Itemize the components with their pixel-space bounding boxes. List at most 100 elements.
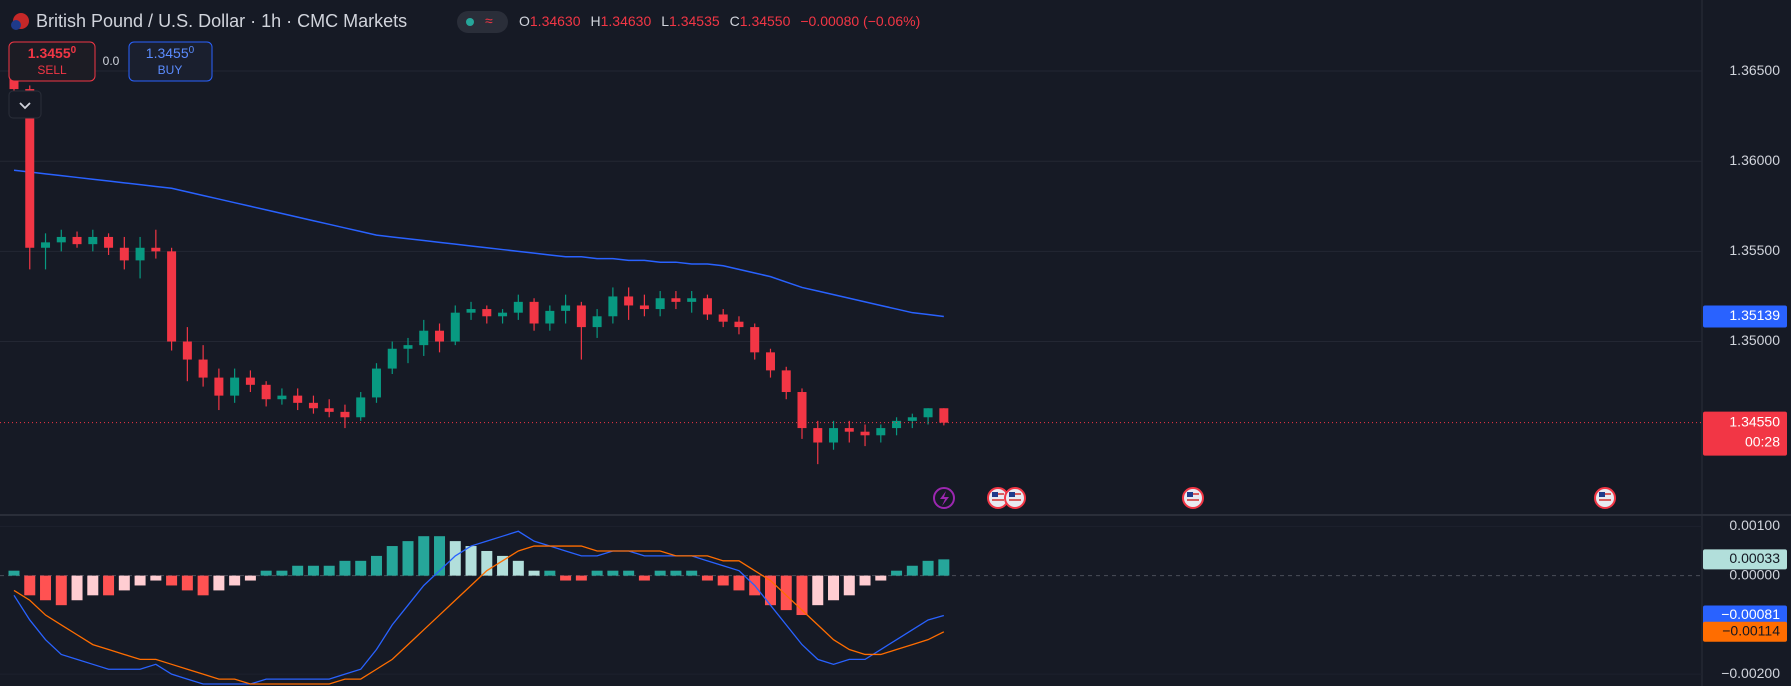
ohlc-value: 1.34550 bbox=[740, 13, 791, 29]
histogram-bar bbox=[55, 575, 67, 606]
histogram-bar bbox=[670, 570, 682, 576]
candle-body bbox=[293, 395, 303, 403]
candle-body bbox=[419, 330, 429, 346]
y-tick-label: −0.00200 bbox=[1721, 665, 1780, 681]
event-icon[interactable] bbox=[1004, 487, 1026, 509]
moving-average bbox=[13, 169, 944, 318]
candle-body bbox=[72, 236, 82, 245]
candle-body bbox=[308, 402, 318, 409]
histogram-bar bbox=[591, 570, 603, 576]
symbol-title[interactable]: British Pound / U.S. Dollar · 1h · CMC M… bbox=[36, 11, 407, 31]
histogram-bar bbox=[292, 565, 304, 576]
histogram-bar bbox=[244, 575, 256, 581]
histogram-bar bbox=[560, 575, 572, 581]
y-tick-label: 1.36000 bbox=[1729, 152, 1780, 168]
candle-body bbox=[245, 377, 255, 385]
ohlc-label: O bbox=[519, 13, 530, 29]
event-icon[interactable] bbox=[1594, 487, 1616, 509]
candle-body bbox=[435, 330, 445, 342]
candle-body bbox=[214, 377, 224, 396]
price-tag-label: −0.00081 bbox=[1721, 606, 1780, 622]
histogram-bar bbox=[229, 575, 241, 586]
candle-body bbox=[892, 420, 902, 429]
ohlc-change: −0.00080 (−0.06%) bbox=[800, 13, 920, 29]
candle-body bbox=[576, 305, 586, 328]
price-tag-label: 1.34550 bbox=[1729, 413, 1780, 429]
histogram-bar bbox=[528, 570, 540, 576]
ohlc-label: H bbox=[591, 13, 601, 29]
status-pill[interactable] bbox=[457, 11, 508, 33]
histogram-bar bbox=[307, 565, 319, 576]
price-tag bbox=[1703, 621, 1787, 642]
candle-body bbox=[702, 298, 712, 315]
plot bbox=[0, 67, 1702, 685]
collapse-button[interactable] bbox=[8, 90, 42, 119]
candle-body bbox=[797, 392, 807, 429]
candle-body bbox=[655, 298, 665, 310]
histogram-bar bbox=[654, 570, 666, 576]
histogram-bar bbox=[355, 560, 367, 576]
histogram-bar bbox=[40, 575, 52, 601]
histogram-bar bbox=[922, 560, 934, 576]
buy-button[interactable] bbox=[128, 41, 213, 82]
candle-body bbox=[135, 247, 145, 261]
candle-body bbox=[56, 236, 66, 243]
histogram-bar bbox=[166, 575, 178, 586]
sell-price: 1.34550 bbox=[28, 45, 77, 61]
candle-body bbox=[9, 74, 19, 90]
sell-button[interactable] bbox=[8, 41, 96, 82]
ohlc-label: C bbox=[730, 13, 740, 29]
flag-canton bbox=[1187, 492, 1193, 497]
ohlc-header: O1.34630 H1.34630 L1.34535 C1.34550 −0.00080… bbox=[519, 13, 920, 29]
candle-body bbox=[340, 411, 350, 418]
sell-price-main: 1.3455 bbox=[28, 45, 71, 61]
signal-line bbox=[13, 545, 945, 685]
histogram-bar bbox=[434, 536, 446, 576]
candle-body bbox=[450, 312, 460, 342]
countdown: 00:28 bbox=[1745, 433, 1780, 449]
candle-body bbox=[387, 348, 397, 369]
candle-body bbox=[876, 428, 886, 436]
histogram-bar bbox=[181, 575, 193, 591]
candle-body bbox=[907, 417, 917, 421]
candle-body bbox=[277, 395, 287, 400]
buy-price: 1.34550 bbox=[146, 45, 195, 61]
histogram-bar bbox=[118, 575, 130, 591]
spread: 0.0 bbox=[103, 54, 120, 68]
symbol-icon bbox=[11, 20, 21, 30]
histogram-bar bbox=[87, 575, 99, 596]
y-tick-label: 0.00100 bbox=[1729, 517, 1780, 533]
candle-body bbox=[765, 352, 775, 371]
candle-body bbox=[466, 309, 476, 313]
histogram-bar bbox=[449, 541, 461, 576]
grid bbox=[0, 70, 1702, 675]
histogram-bar bbox=[638, 575, 650, 581]
histogram-bar bbox=[339, 560, 351, 576]
histogram-bar bbox=[402, 541, 414, 576]
event-icon[interactable] bbox=[1182, 487, 1204, 509]
candle-body bbox=[371, 368, 381, 398]
price-tag bbox=[1703, 605, 1787, 626]
histogram-bar bbox=[828, 575, 840, 601]
histogram-bar bbox=[497, 555, 509, 576]
histogram-bar bbox=[24, 575, 36, 596]
candle-body bbox=[324, 408, 334, 412]
histogram-bar bbox=[260, 570, 272, 576]
candle-body bbox=[781, 370, 791, 393]
histogram-bar bbox=[686, 570, 698, 576]
sell-price-sup: 0 bbox=[71, 45, 77, 56]
candle-body bbox=[198, 359, 208, 378]
histogram-bar bbox=[323, 565, 335, 576]
flag-canton bbox=[992, 492, 998, 497]
candle-body bbox=[718, 314, 728, 322]
histogram-bar bbox=[796, 575, 808, 616]
histogram-bar bbox=[418, 536, 430, 576]
histogram-bar bbox=[906, 565, 918, 576]
chevron bbox=[19, 102, 31, 110]
candle-body bbox=[182, 341, 192, 360]
candle-body bbox=[25, 89, 35, 248]
sell-label: SELL bbox=[37, 63, 67, 77]
candle-body bbox=[167, 251, 177, 342]
status-dot bbox=[466, 18, 474, 26]
